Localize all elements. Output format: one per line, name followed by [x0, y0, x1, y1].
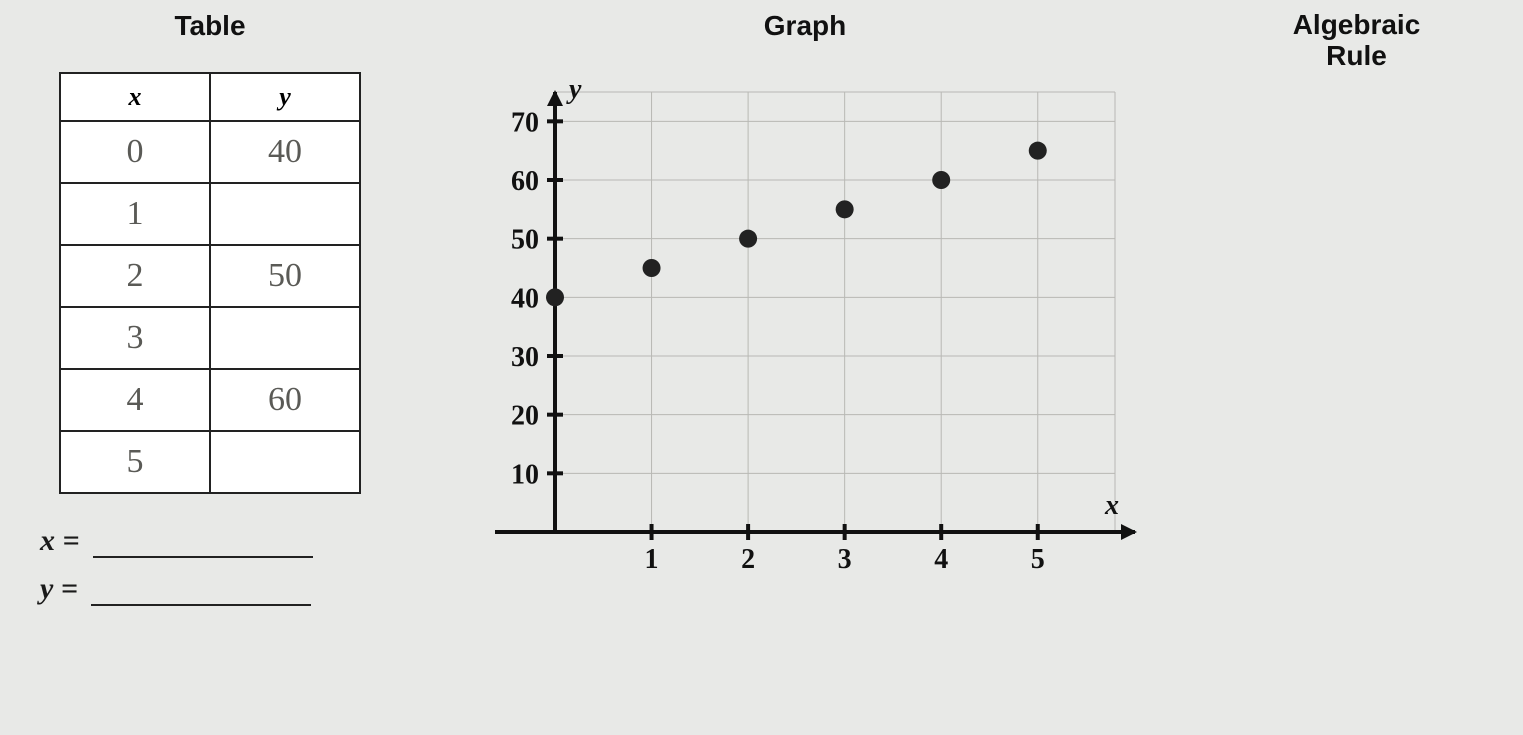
rule-line2: Rule [1326, 40, 1387, 71]
xy-table: x y 040 1 250 3 460 5 [59, 72, 361, 494]
svg-text:x: x [1104, 490, 1119, 521]
table-row: 040 [60, 121, 360, 183]
heading-table: Table [20, 10, 400, 42]
cell-x: 4 [60, 369, 210, 431]
cell-x: 0 [60, 121, 210, 183]
svg-text:60: 60 [511, 166, 539, 197]
svg-text:20: 20 [511, 401, 539, 432]
rule-panel: Algebraic Rule [1190, 0, 1523, 735]
svg-text:y: y [566, 74, 582, 105]
col-header-x: x [60, 73, 210, 121]
svg-text:4: 4 [934, 544, 948, 575]
svg-text:40: 40 [511, 283, 539, 314]
svg-text:10: 10 [511, 459, 539, 490]
y-equals-line: y = [40, 572, 400, 606]
scatter-chart: 10 20 30 40 50 60 70 1 2 3 4 5 y x [445, 72, 1165, 592]
y-blank[interactable] [91, 578, 311, 606]
cell-x: 3 [60, 307, 210, 369]
svg-text:5: 5 [1031, 544, 1045, 575]
x-blank[interactable] [93, 530, 313, 558]
svg-text:50: 50 [511, 225, 539, 256]
cell-y [210, 183, 360, 245]
cell-y: 40 [210, 121, 360, 183]
table-row: 3 [60, 307, 360, 369]
cell-x: 2 [60, 245, 210, 307]
table-row: 250 [60, 245, 360, 307]
col-header-y: y [210, 73, 360, 121]
table-row: 460 [60, 369, 360, 431]
y-equals-label: y = [40, 572, 78, 605]
table-panel: Table x y 040 1 250 3 460 5 x = y = [0, 0, 420, 735]
chart-svg: 10 20 30 40 50 60 70 1 2 3 4 5 y x [445, 72, 1165, 592]
cell-x: 5 [60, 431, 210, 493]
heading-graph: Graph [440, 10, 1170, 42]
cell-x: 1 [60, 183, 210, 245]
cell-y [210, 307, 360, 369]
cell-y [210, 431, 360, 493]
graph-panel: Graph 10 20 30 40 50 60 70 1 2 3 4 5 y x [420, 0, 1190, 735]
table-row: 1 [60, 183, 360, 245]
svg-text:2: 2 [741, 544, 755, 575]
svg-text:30: 30 [511, 342, 539, 373]
x-equals-label: x = [40, 524, 80, 557]
svg-text:70: 70 [511, 107, 539, 138]
svg-text:1: 1 [645, 544, 659, 575]
svg-text:3: 3 [838, 544, 852, 575]
table-body: 040 1 250 3 460 5 [60, 121, 360, 493]
x-equals-line: x = [40, 524, 400, 558]
cell-y: 50 [210, 245, 360, 307]
rule-line1: Algebraic [1293, 9, 1421, 40]
cell-y: 60 [210, 369, 360, 431]
heading-rule: Algebraic Rule [1210, 10, 1503, 72]
table-row: 5 [60, 431, 360, 493]
